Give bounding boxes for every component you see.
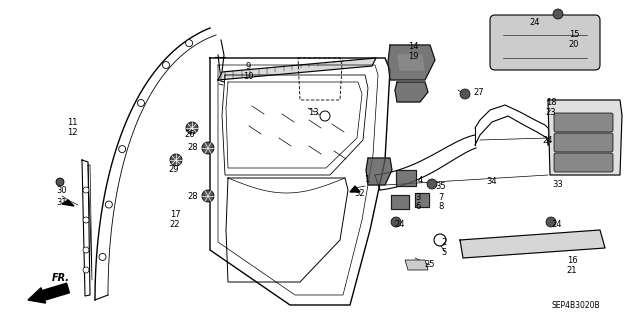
Circle shape — [170, 154, 182, 166]
Text: SEP4B3020B: SEP4B3020B — [552, 301, 600, 310]
Text: 15
20: 15 20 — [569, 30, 579, 49]
Polygon shape — [395, 82, 428, 102]
Text: 17
22: 17 22 — [170, 210, 180, 229]
Polygon shape — [391, 195, 409, 209]
Text: 8: 8 — [438, 202, 444, 211]
Circle shape — [99, 254, 106, 260]
Circle shape — [83, 247, 89, 253]
FancyBboxPatch shape — [554, 113, 613, 132]
Polygon shape — [415, 193, 429, 207]
FancyBboxPatch shape — [554, 133, 613, 152]
Circle shape — [163, 62, 170, 69]
Text: 14
19: 14 19 — [408, 42, 419, 61]
Text: 33: 33 — [552, 180, 563, 189]
Text: 13: 13 — [308, 108, 318, 117]
Text: 18
23: 18 23 — [546, 98, 556, 117]
FancyBboxPatch shape — [554, 153, 613, 172]
Circle shape — [553, 9, 563, 19]
Circle shape — [202, 190, 214, 202]
Text: 6: 6 — [415, 202, 420, 211]
Text: 26: 26 — [185, 130, 195, 139]
Text: 3: 3 — [415, 193, 420, 202]
Circle shape — [460, 89, 470, 99]
Text: 9
10: 9 10 — [243, 62, 253, 81]
Polygon shape — [398, 55, 424, 70]
Circle shape — [186, 40, 193, 47]
Polygon shape — [405, 260, 428, 270]
Text: 24: 24 — [530, 18, 540, 27]
Text: 25: 25 — [425, 260, 435, 269]
Text: 28: 28 — [188, 143, 198, 152]
Text: FR.: FR. — [52, 273, 70, 283]
Polygon shape — [366, 158, 392, 185]
Text: 24: 24 — [395, 220, 405, 229]
FancyBboxPatch shape — [490, 15, 600, 70]
Polygon shape — [460, 230, 605, 258]
Text: 31: 31 — [57, 198, 67, 207]
Text: 35: 35 — [436, 182, 446, 191]
Circle shape — [427, 179, 437, 189]
Circle shape — [83, 187, 89, 193]
Polygon shape — [396, 170, 416, 186]
Circle shape — [106, 201, 113, 208]
Text: 16
21: 16 21 — [566, 256, 577, 275]
Circle shape — [83, 267, 89, 273]
Circle shape — [186, 122, 198, 134]
Text: 4: 4 — [417, 176, 422, 185]
Circle shape — [391, 217, 401, 227]
Text: 2
5: 2 5 — [442, 238, 447, 257]
Text: 1: 1 — [364, 175, 370, 184]
Text: 7: 7 — [438, 193, 444, 202]
Circle shape — [118, 145, 125, 152]
Circle shape — [546, 217, 556, 227]
Polygon shape — [350, 186, 360, 192]
Text: 29: 29 — [169, 165, 179, 174]
Text: 32: 32 — [355, 189, 365, 198]
Polygon shape — [218, 58, 376, 80]
Text: 28: 28 — [188, 192, 198, 201]
Polygon shape — [62, 200, 74, 206]
Polygon shape — [548, 100, 622, 175]
Circle shape — [56, 178, 64, 186]
Circle shape — [202, 142, 214, 154]
Text: 34: 34 — [486, 177, 497, 186]
Text: 11
12: 11 12 — [67, 118, 77, 137]
Circle shape — [434, 234, 446, 246]
Text: 24: 24 — [543, 136, 553, 145]
Text: 27: 27 — [474, 88, 484, 97]
Text: 24: 24 — [552, 220, 563, 229]
Circle shape — [138, 100, 145, 107]
Circle shape — [83, 217, 89, 223]
FancyArrow shape — [28, 283, 69, 303]
Polygon shape — [388, 45, 435, 80]
Text: 30: 30 — [57, 186, 67, 195]
Circle shape — [320, 111, 330, 121]
